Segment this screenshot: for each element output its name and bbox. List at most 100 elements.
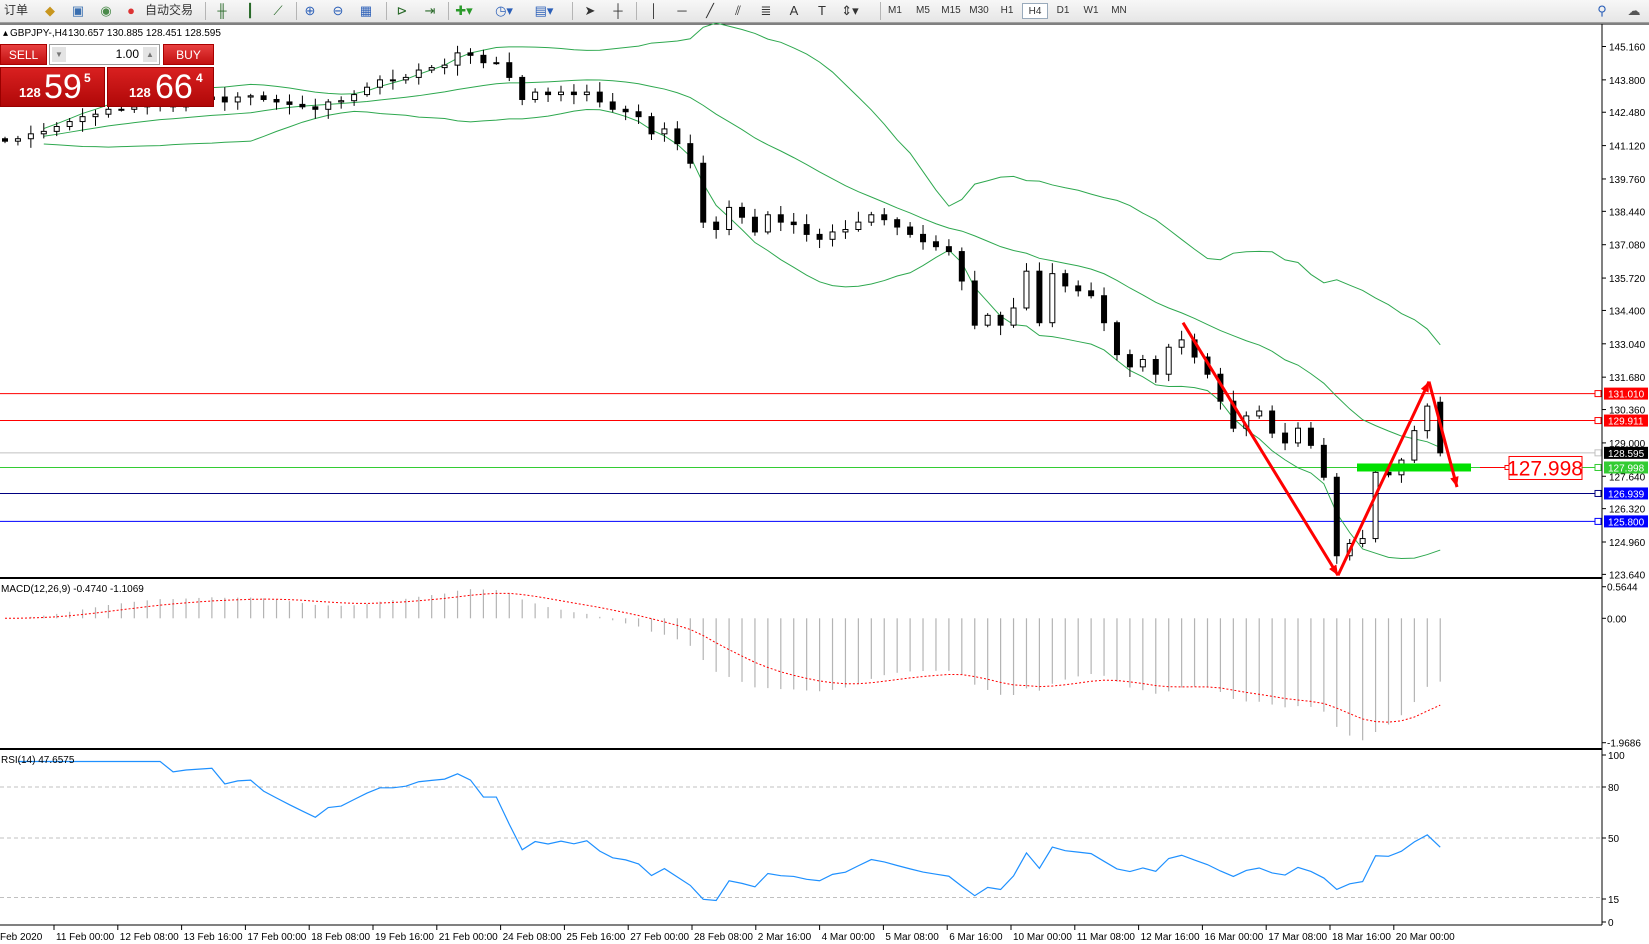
trend-arrow-line: [1181, 321, 1340, 577]
candle-bull: [92, 113, 99, 118]
level-handle: [1594, 517, 1602, 525]
zoom-out-icon[interactable]: ⊖: [332, 3, 344, 18]
candle-bull: [27, 133, 34, 140]
candle-bull: [364, 86, 371, 96]
candle-bear: [570, 91, 577, 96]
macd-axis-label: 0.5644: [1607, 583, 1638, 594]
candlestick-icon[interactable]: ┃: [246, 3, 254, 18]
tile-windows-icon[interactable]: ▦: [359, 3, 373, 18]
text-label-icon[interactable]: T: [818, 3, 826, 18]
new-order-button[interactable]: 订单: [3, 3, 28, 17]
candle-bear: [958, 251, 965, 282]
autotrade-button[interactable]: 自动交易: [144, 3, 193, 17]
candle-bull: [1424, 405, 1431, 432]
time-tick-label: 16 Mar 00:00: [1204, 932, 1263, 943]
candle-bull: [661, 128, 668, 135]
candle-bear: [945, 246, 952, 253]
line-chart-icon[interactable]: ⟋: [273, 3, 283, 18]
bar-chart-icon[interactable]: ╫: [217, 3, 227, 18]
level-handle: [1594, 463, 1602, 471]
timeframe-d1[interactable]: D1: [1056, 5, 1070, 16]
timeframe-h4[interactable]: H4: [1022, 3, 1048, 19]
price-level-label: 128.595: [1608, 449, 1645, 460]
candle-bear: [312, 106, 319, 110]
candle-bear: [932, 241, 939, 248]
lot-value[interactable]: 1.00: [115, 47, 139, 61]
buy-price-box[interactable]: 128 66 4: [107, 67, 214, 107]
candle-bull: [1372, 471, 1379, 540]
candle-bear: [713, 221, 720, 230]
level-handle: [1594, 417, 1602, 425]
horizontal-line-icon[interactable]: ─: [677, 3, 687, 18]
candle-bull: [855, 221, 862, 230]
lot-increase-icon[interactable]: ▲: [143, 47, 157, 62]
price-tick-label: 135.720: [1609, 274, 1646, 285]
time-tick-label: 5 Mar 08:00: [885, 932, 939, 943]
candle-bear: [622, 108, 629, 113]
buy-button[interactable]: BUY: [163, 44, 214, 65]
macd-label: MACD(12,26,9) -0.4740 -1.1069: [1, 584, 144, 595]
terminal-icon[interactable]: ▣: [71, 3, 85, 18]
chart-shift-icon[interactable]: ⇥: [424, 3, 436, 18]
candle-bear: [907, 226, 914, 235]
sell-button[interactable]: SELL: [0, 44, 47, 65]
indicators-icon[interactable]: ✚▾: [455, 3, 473, 18]
search-icon[interactable]: ⚲: [1597, 3, 1607, 18]
price-level-badge: [1604, 414, 1648, 427]
price-tick-label: 143.800: [1609, 76, 1646, 87]
candle-bull: [454, 52, 461, 66]
arrowhead-icon: [1420, 381, 1429, 393]
cursor-icon[interactable]: ➤: [584, 3, 596, 18]
timeframe-m1[interactable]: M1: [888, 5, 902, 16]
sell-price-box[interactable]: 128 59 5: [0, 67, 105, 107]
price-tick-label: 137.080: [1609, 241, 1646, 252]
periods-icon[interactable]: ◷▾: [495, 3, 513, 18]
templates-icon[interactable]: ▤▾: [534, 3, 554, 18]
timeframe-m5[interactable]: M5: [916, 5, 930, 16]
trendline-icon[interactable]: ╱: [706, 3, 714, 18]
candle-bull: [1165, 346, 1172, 375]
sell-price-prefix: 128: [19, 85, 41, 100]
timeframe-w1[interactable]: W1: [1083, 5, 1099, 16]
time-tick-label: 11 Mar 08:00: [1077, 932, 1136, 943]
auto-scroll-icon[interactable]: ⊳: [396, 3, 408, 18]
candle-bear: [1075, 285, 1082, 292]
time-tick-label: 12 Mar 16:00: [1141, 932, 1200, 943]
navigator-icon[interactable]: ◆: [45, 3, 55, 18]
candle-bear: [635, 111, 642, 118]
crosshair-icon[interactable]: ┼: [613, 3, 623, 18]
candle-bear: [674, 128, 681, 145]
rsi-axis-label: 100: [1608, 751, 1625, 762]
price-level-label: 131.010: [1608, 390, 1645, 401]
lot-decrease-icon[interactable]: ▼: [52, 47, 66, 62]
rsi-axis-label: 80: [1608, 783, 1620, 794]
timeframe-m30[interactable]: M30: [969, 5, 989, 16]
timeframe-h1[interactable]: H1: [1000, 5, 1014, 16]
fibonacci-icon[interactable]: ≣: [760, 3, 772, 18]
price-tick-label: 141.120: [1609, 142, 1646, 153]
candle-bull: [402, 76, 409, 81]
timeframe-m15[interactable]: M15: [941, 5, 961, 16]
zoom-in-icon[interactable]: ⊕: [304, 3, 316, 18]
time-tick-label: 24 Feb 08:00: [503, 932, 562, 943]
lot-size-input[interactable]: ▼ 1.00 ▲: [49, 44, 160, 65]
arrows-icon[interactable]: ⇕▾: [841, 3, 859, 18]
vertical-line-icon[interactable]: │: [649, 3, 659, 18]
signals-icon[interactable]: ◉: [100, 3, 112, 18]
one-click-trading-panel: SELL ▼ 1.00 ▲ BUY 128 59 5 128 66 4: [0, 44, 214, 107]
equidistant-channel-icon[interactable]: ⫽: [735, 3, 741, 18]
time-tick-label: 6 Mar 16:00: [949, 932, 1003, 943]
candle-bear: [920, 233, 927, 243]
chat-icon[interactable]: ☁: [1627, 3, 1641, 18]
candle-bull: [131, 106, 138, 110]
text-icon[interactable]: A: [789, 3, 799, 18]
candle-bear: [467, 52, 474, 56]
candle-bear: [1230, 400, 1237, 429]
candle-bear: [1101, 295, 1108, 324]
timeframe-mn[interactable]: MN: [1111, 5, 1127, 16]
time-tick-label: 12 Feb 08:00: [120, 932, 179, 943]
autotrade-icon[interactable]: ●: [127, 3, 135, 18]
candle-bear: [777, 214, 784, 223]
candle-bear: [1126, 354, 1133, 368]
